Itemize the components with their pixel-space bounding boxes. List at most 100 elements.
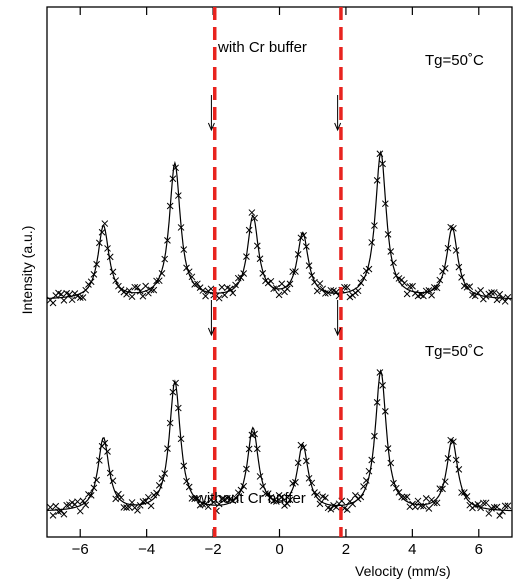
data-point	[204, 503, 212, 511]
data-point	[430, 499, 438, 507]
data-point	[109, 268, 117, 276]
data-point	[466, 283, 474, 290]
data-point	[125, 503, 133, 511]
data-point	[357, 493, 365, 501]
data-point	[343, 506, 351, 513]
data-point	[368, 456, 376, 464]
series-layer	[46, 150, 513, 519]
data-point	[371, 222, 378, 229]
data-point	[425, 505, 433, 512]
data-point	[164, 237, 171, 244]
data-point	[112, 495, 120, 503]
data-point	[403, 493, 411, 501]
data-point	[390, 259, 397, 267]
data-point	[164, 445, 171, 453]
vertical-markers	[212, 7, 343, 537]
data-point	[60, 297, 68, 304]
data-point	[229, 289, 237, 297]
data-point	[93, 260, 100, 268]
data-point	[455, 263, 463, 271]
data-point	[131, 283, 139, 291]
data-point	[417, 502, 425, 510]
data-point	[273, 284, 280, 292]
data-point	[322, 290, 329, 297]
data-point	[458, 274, 465, 281]
data-point	[101, 439, 109, 447]
x-tick-label: −6	[72, 541, 89, 558]
data-point	[425, 286, 433, 294]
data-point	[188, 273, 196, 281]
data-point	[267, 493, 275, 501]
data-point	[414, 497, 422, 505]
data-point	[313, 287, 321, 295]
data-point	[256, 255, 264, 263]
data-point	[194, 280, 201, 288]
data-point	[436, 485, 444, 492]
data-point	[433, 284, 441, 292]
data-point	[139, 292, 147, 300]
data-point	[482, 499, 490, 507]
data-point	[496, 512, 504, 519]
data-point	[237, 486, 245, 494]
data-point	[183, 477, 190, 485]
data-point	[215, 294, 223, 302]
data-point	[302, 457, 310, 465]
data-point	[123, 290, 130, 298]
data-point	[387, 248, 395, 255]
data-point	[332, 288, 340, 296]
data-point	[169, 175, 177, 183]
data-point	[504, 293, 512, 301]
data-point	[120, 504, 128, 511]
data-point	[172, 379, 179, 387]
data-point	[158, 475, 166, 482]
data-point	[401, 279, 408, 287]
data-point	[158, 269, 166, 277]
data-point	[90, 484, 98, 492]
data-point	[381, 408, 389, 415]
data-point	[490, 289, 498, 296]
x-tick-label: 0	[275, 541, 283, 558]
data-point	[354, 287, 362, 295]
data-point	[302, 243, 310, 250]
data-point	[161, 470, 169, 477]
data-point	[74, 498, 81, 506]
data-point	[104, 448, 111, 455]
data-point	[278, 493, 286, 501]
data-point	[95, 457, 103, 464]
data-point	[450, 438, 457, 446]
data-point	[145, 493, 152, 501]
data-point	[90, 270, 98, 278]
data-point	[428, 291, 435, 299]
data-point	[311, 278, 318, 286]
data-point	[232, 281, 239, 289]
data-point	[376, 369, 384, 376]
data-point	[300, 444, 307, 451]
data-point	[210, 498, 218, 506]
data-point	[202, 292, 209, 300]
data-point	[115, 490, 122, 498]
data-point	[403, 290, 411, 298]
data-point	[153, 277, 160, 285]
data-point	[360, 483, 367, 490]
data-point	[166, 419, 174, 427]
data-point	[496, 290, 504, 298]
data-point	[101, 220, 109, 227]
data-point	[188, 495, 196, 502]
data-point	[365, 265, 373, 273]
data-point	[221, 291, 228, 299]
data-point	[169, 388, 177, 396]
data-point	[117, 494, 125, 501]
data-point	[444, 244, 452, 252]
x-ticks: −6 −4 −2 0 2 4 6	[72, 7, 483, 558]
data-point	[373, 177, 381, 184]
data-point	[123, 504, 130, 512]
data-point	[128, 293, 136, 300]
data-point	[185, 483, 193, 491]
data-point	[450, 224, 457, 232]
data-point	[136, 287, 144, 295]
data-point	[215, 500, 223, 508]
data-point	[316, 500, 324, 508]
data-point	[493, 296, 501, 304]
y-axis-label: Intensity (a.u.)	[19, 226, 35, 315]
data-point	[319, 285, 327, 293]
